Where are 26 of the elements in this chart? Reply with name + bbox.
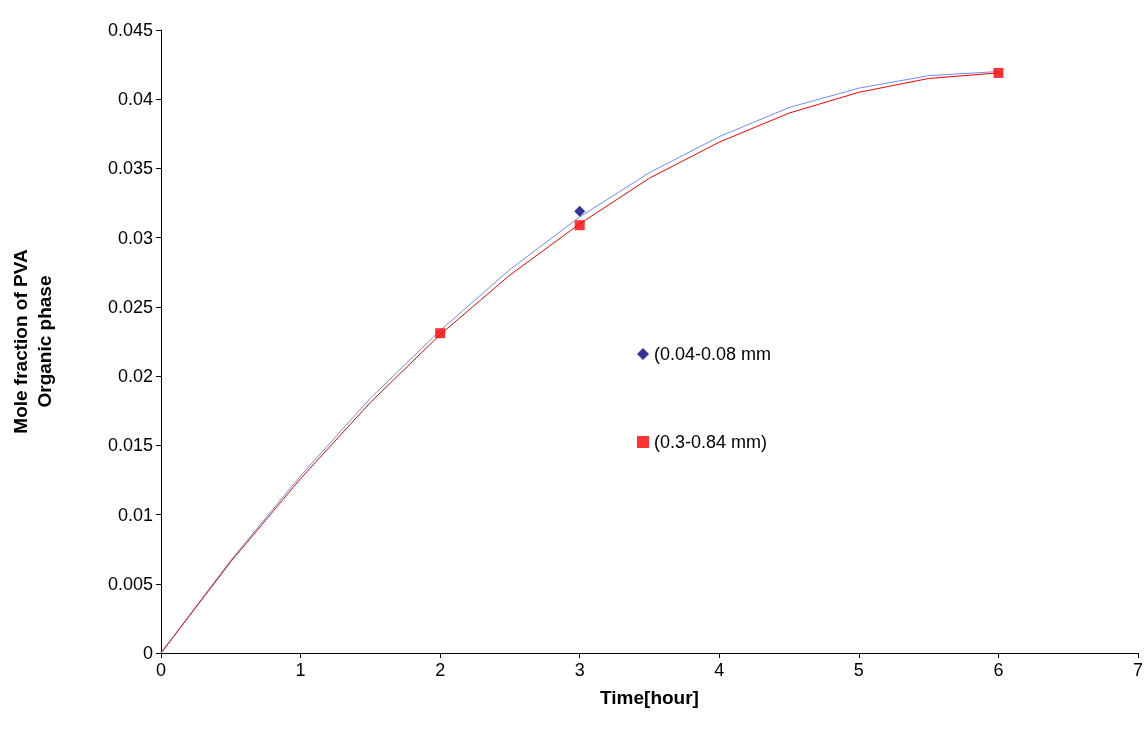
y-axis-title: Mole fraction of PVA Organic phase — [9, 249, 55, 434]
x-tick-label: 6 — [993, 660, 1004, 680]
x-tick-label: 4 — [714, 660, 725, 680]
y-tick-label: 0.035 — [107, 158, 153, 179]
y-tick-label: 0.015 — [107, 435, 153, 456]
x-tick-label: 1 — [295, 660, 306, 680]
point — [574, 205, 586, 217]
point — [574, 220, 585, 231]
point — [993, 67, 1004, 78]
x-tick-label: 7 — [1132, 660, 1144, 680]
point — [435, 328, 446, 339]
y-tick-label: 0.02 — [117, 366, 153, 387]
y-tick-label: 0 — [142, 643, 153, 663]
x-tick-label: 2 — [435, 660, 446, 680]
y-tick-label: 0.025 — [107, 296, 153, 317]
x-tick-label: 0 — [155, 660, 167, 680]
y-tick-label: 0.01 — [117, 504, 153, 525]
y-tick-label: 0.045 — [107, 20, 153, 40]
x-axis-title: Time[hour] — [600, 687, 699, 708]
y-tick-label: 0.005 — [107, 573, 153, 594]
x-tick-label: 3 — [574, 660, 585, 680]
legend-label: (0.3-0.84 mm) — [654, 432, 768, 452]
y-tick-label: 0.03 — [117, 227, 153, 248]
x-tick-label: 5 — [853, 660, 864, 680]
y-tick-label: 0.04 — [117, 89, 153, 110]
legend-label: (0.04-0.08 mm — [654, 344, 772, 364]
